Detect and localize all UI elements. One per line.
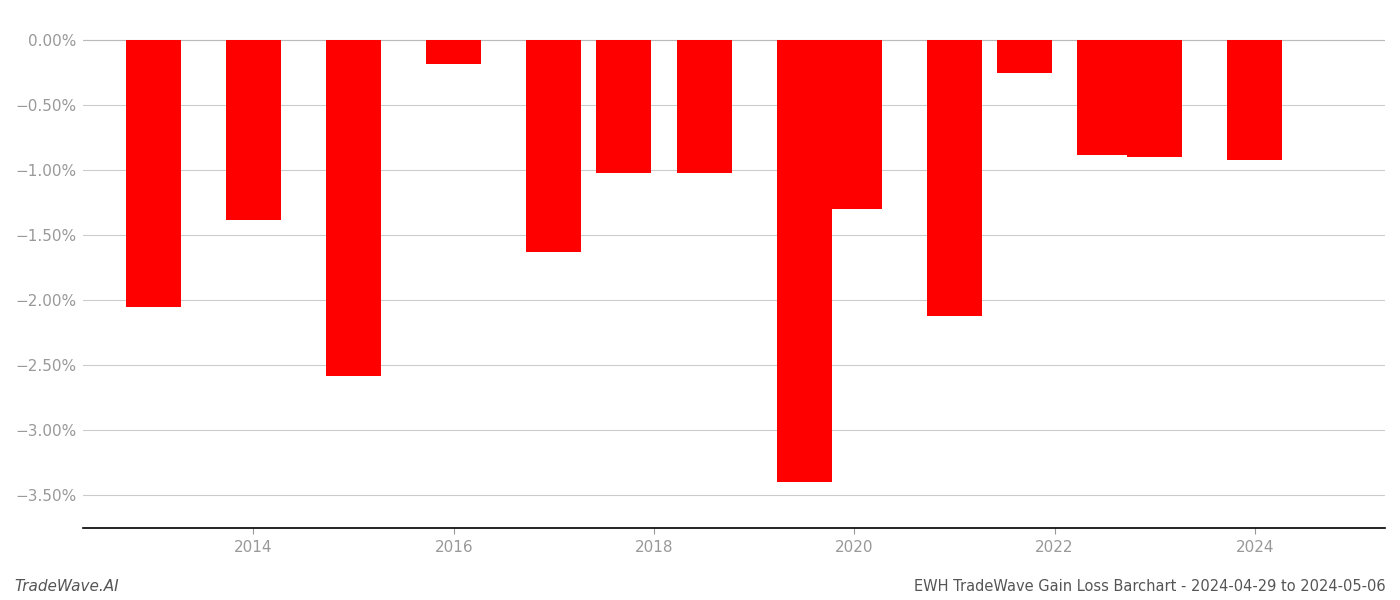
Bar [676, 40, 732, 173]
Bar [596, 40, 651, 173]
Bar [927, 40, 981, 316]
Text: EWH TradeWave Gain Loss Barchart - 2024-04-29 to 2024-05-06: EWH TradeWave Gain Loss Barchart - 2024-… [914, 579, 1386, 594]
Bar [1127, 40, 1182, 157]
Bar [827, 40, 882, 209]
Bar [777, 40, 832, 482]
Bar [126, 40, 181, 307]
Bar [1228, 40, 1282, 160]
Bar [997, 40, 1051, 73]
Bar [326, 40, 381, 376]
Bar [526, 40, 581, 252]
Text: TradeWave.AI: TradeWave.AI [14, 579, 119, 594]
Bar [426, 40, 482, 64]
Bar [225, 40, 281, 220]
Bar [1077, 40, 1133, 155]
